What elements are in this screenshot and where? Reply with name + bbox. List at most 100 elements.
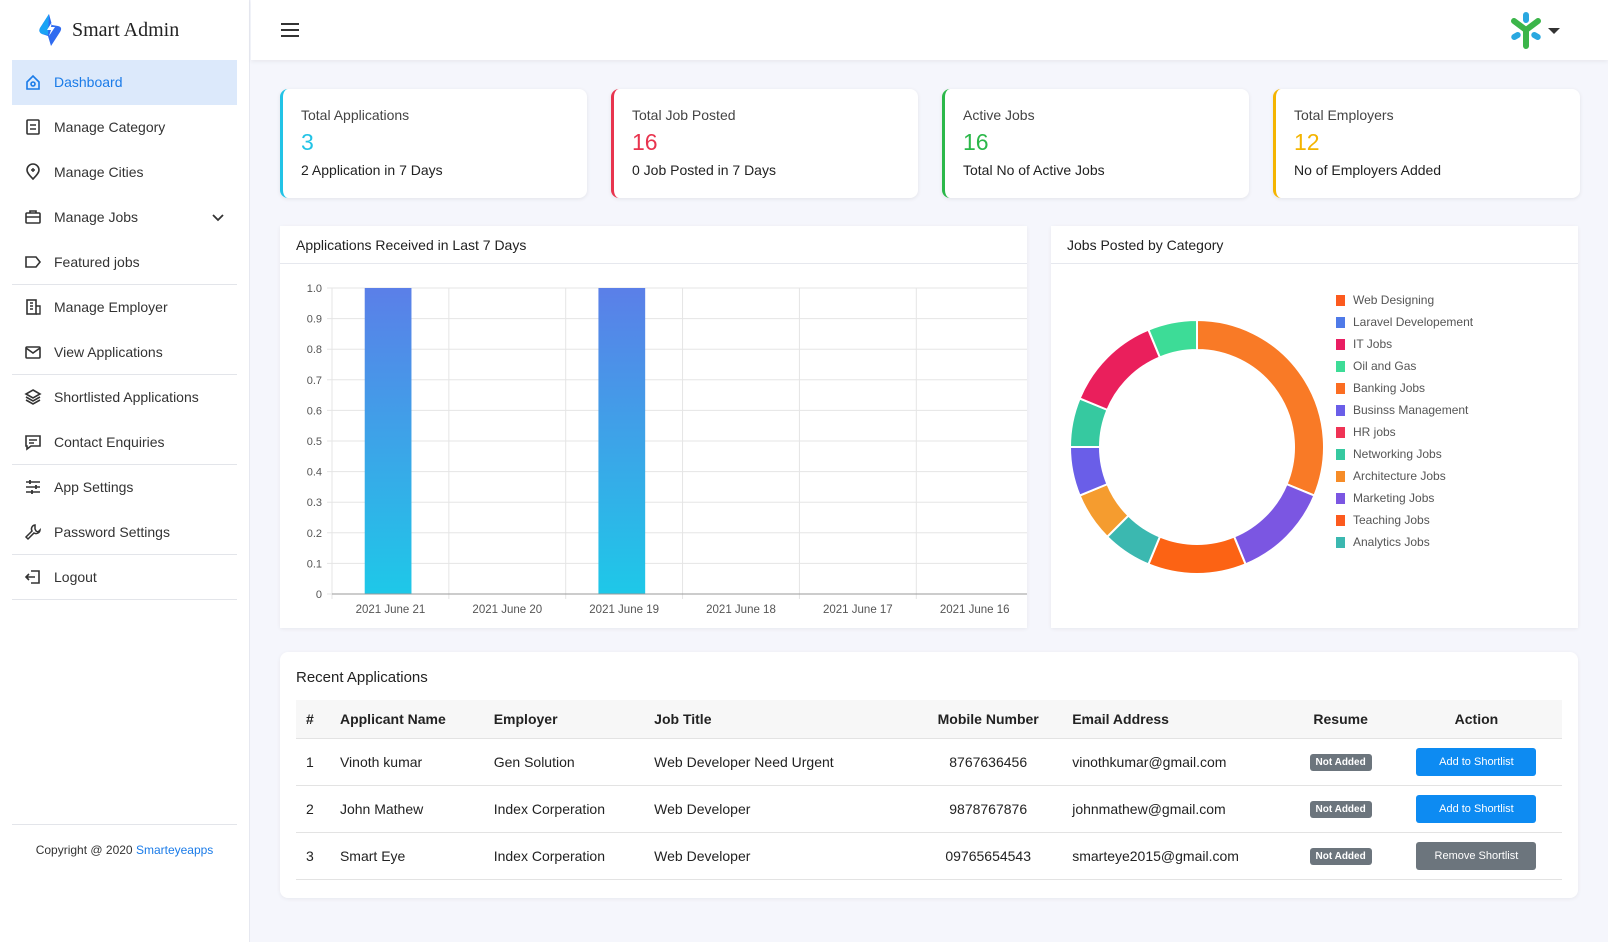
layers-icon — [24, 389, 42, 405]
y-tick-label: 0.7 — [307, 375, 322, 387]
logout-icon — [24, 570, 40, 584]
donut-slice[interactable] — [1147, 535, 1247, 575]
email-address: johnmathew@gmail.com — [1062, 784, 1291, 832]
bar[interactable] — [598, 288, 646, 594]
chart-legend: Web Designing Laravel Developement IT Jobs… — [1336, 289, 1473, 553]
job-title: Web Developer — [644, 784, 915, 832]
legend-label: HR jobs — [1353, 425, 1396, 439]
stat-value: 16 — [963, 129, 989, 155]
sidebar-item-label: Contact Enquiries — [54, 434, 165, 450]
add-to-shortlist-button[interactable]: Add to Shortlist — [1416, 794, 1537, 823]
card-title: Jobs Posted by Category — [1051, 226, 1578, 264]
sidebar-item-app-settings[interactable]: App Settings — [12, 465, 237, 510]
chevron-down-icon[interactable] — [211, 210, 225, 224]
legend-swatch — [1336, 360, 1345, 372]
sidebar-item-password-settings[interactable]: Password Settings — [12, 510, 237, 555]
legend-item[interactable]: Laravel Developement — [1336, 311, 1473, 333]
legend-item[interactable]: Analytics Jobs — [1336, 531, 1473, 553]
add-to-shortlist-button[interactable]: Add to Shortlist — [1416, 747, 1537, 776]
legend-item[interactable]: Marketing Jobs — [1336, 487, 1473, 509]
mobile-number: 09765654543 — [914, 831, 1063, 880]
sidebar-item-label: Dashboard — [54, 74, 123, 90]
legend-item[interactable]: Banking Jobs — [1336, 377, 1473, 399]
sidebar-item-manage-category[interactable]: Manage Category — [12, 105, 237, 150]
donut-slice[interactable] — [1196, 318, 1325, 497]
sidebar-item-label: Manage Jobs — [54, 209, 139, 225]
hamburger-menu-icon[interactable] — [281, 23, 299, 37]
donut-slice[interactable] — [1078, 328, 1162, 412]
stat-title: Total Job Posted — [632, 107, 736, 123]
x-tick-label: 2021 June 20 — [472, 604, 542, 616]
mobile-number: 8767636456 — [914, 737, 1063, 785]
stat-subtitle: Total No of Active Jobs — [963, 162, 1105, 178]
logo[interactable]: Smart Admin — [0, 0, 249, 60]
column-header: Resume — [1290, 700, 1391, 738]
legend-swatch — [1336, 316, 1345, 328]
legend-label: Web Designing — [1353, 293, 1435, 307]
y-tick-label: 0.1 — [307, 558, 322, 570]
user-menu-caret-icon[interactable] — [1548, 28, 1560, 34]
building-icon — [26, 299, 41, 315]
column-header: # — [296, 700, 330, 738]
copyright-link[interactable]: Smarteyeapps — [135, 843, 214, 857]
employer: Index Corperation — [483, 784, 645, 832]
sidebar-item-label: View Applications — [54, 344, 163, 360]
table-row: 1 Vinoth kumar Gen Solution Web Developer N… — [296, 737, 1562, 785]
legend-item[interactable]: Teaching Jobs — [1336, 509, 1473, 531]
stat-card-total-job-posted: Total Job Posted 16 0 Job Posted in 7 Days — [611, 89, 918, 198]
legend-swatch — [1336, 404, 1345, 416]
sidebar-item-logout[interactable]: Logout — [12, 555, 237, 600]
applications-table: # Applicant Name Employer Job Title Mobile N… — [296, 700, 1562, 880]
sidebar-item-featured-jobs[interactable]: Featured jobs — [12, 240, 237, 285]
sidebar-item-contact-enquiries[interactable]: Contact Enquiries — [12, 420, 237, 465]
sidebar-item-view-applications[interactable]: View Applications — [12, 330, 237, 375]
sidebar-item-shortlisted-applications[interactable]: Shortlisted Applications — [12, 375, 237, 420]
applicant-name: Smart Eye — [329, 831, 484, 880]
legend-swatch — [1336, 492, 1345, 504]
stat-subtitle: 0 Job Posted in 7 Days — [632, 162, 776, 178]
applications-chart-card: Applications Received in Last 7 Days 0 0.… — [280, 226, 1151, 628]
y-tick-label: 0.6 — [307, 405, 322, 417]
column-header: Job Title — [644, 700, 915, 738]
user-avatar[interactable] — [1506, 10, 1546, 50]
legend-item[interactable]: Networking Jobs — [1336, 443, 1473, 465]
donut-slice[interactable] — [1232, 482, 1316, 566]
donut-slice[interactable] — [1147, 318, 1198, 359]
y-tick-label: 0.5 — [307, 436, 322, 448]
legend-item[interactable]: Web Designing — [1336, 289, 1473, 311]
list-icon — [26, 119, 40, 135]
mail-icon — [25, 346, 41, 359]
stat-card-total-employers: Total Employers 12 No of Employers Added — [1273, 89, 1580, 198]
legend-swatch — [1336, 338, 1345, 350]
sidebar: Smart Admin Dashboard Manage Category Mana… — [0, 0, 250, 942]
legend-label: Marketing Jobs — [1353, 491, 1435, 505]
legend-item[interactable]: HR jobs — [1336, 421, 1473, 443]
legend-item[interactable]: IT Jobs — [1336, 333, 1473, 355]
sidebar-item-dashboard[interactable]: Dashboard — [12, 60, 237, 105]
message-icon — [25, 435, 41, 451]
sidebar-item-manage-jobs[interactable]: Manage Jobs — [12, 195, 237, 240]
category-chart-card: Jobs Posted by Category Web Designing Lar… — [1051, 226, 1578, 628]
sidebar-item-label: Manage Employer — [54, 299, 168, 315]
legend-item[interactable]: Oil and Gas — [1336, 355, 1473, 377]
column-header: Mobile Number — [914, 700, 1063, 738]
stat-value: 12 — [1294, 129, 1320, 155]
legend-label: IT Jobs — [1353, 337, 1393, 351]
legend-swatch — [1336, 448, 1345, 460]
legend-label: Businss Management — [1353, 403, 1469, 417]
legend-item[interactable]: Businss Management — [1336, 399, 1473, 421]
sidebar-item-manage-employer[interactable]: Manage Employer — [12, 285, 237, 330]
legend-label: Teaching Jobs — [1353, 513, 1430, 527]
legend-swatch — [1336, 470, 1345, 482]
copyright: Copyright @ 2020 Smarteyeapps — [12, 824, 237, 857]
legend-swatch — [1336, 426, 1345, 438]
remove-shortlist-button[interactable]: Remove Shortlist — [1416, 841, 1537, 870]
legend-swatch — [1336, 382, 1345, 394]
recent-applications-card: Recent Applications # Applicant Name Emplo… — [280, 652, 1578, 898]
legend-item[interactable]: Architecture Jobs — [1336, 465, 1473, 487]
email-address: smarteye2015@gmail.com — [1062, 831, 1291, 880]
bar[interactable] — [364, 288, 412, 594]
legend-label: Banking Jobs — [1353, 381, 1426, 395]
sidebar-item-manage-cities[interactable]: Manage Cities — [12, 150, 237, 195]
sliders-icon — [26, 480, 40, 494]
